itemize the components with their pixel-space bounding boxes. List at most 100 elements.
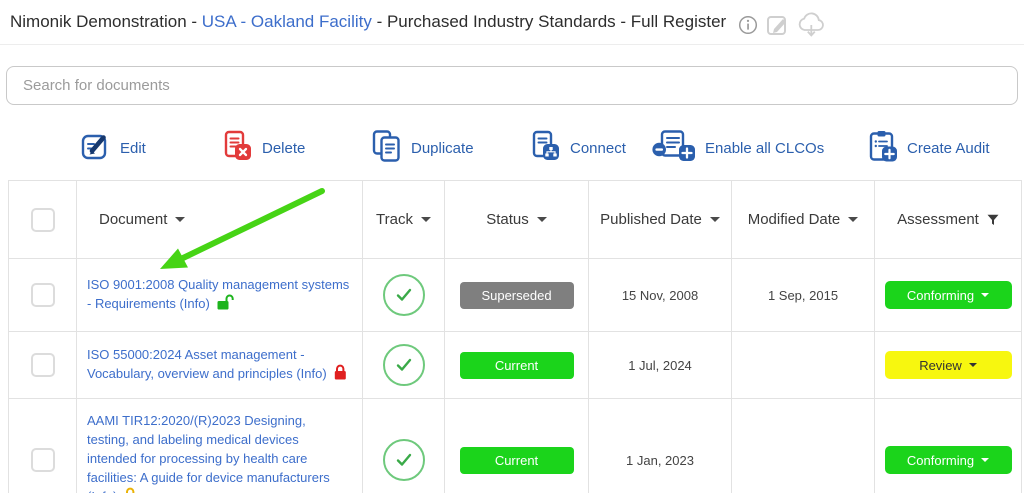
assessment-cell: Review bbox=[875, 332, 1021, 399]
connect-button-label: Connect bbox=[570, 139, 626, 157]
track-check-icon bbox=[382, 344, 425, 386]
edit-icon[interactable] bbox=[765, 13, 789, 37]
status-cell: Current bbox=[445, 399, 589, 493]
edit-button-label: Edit bbox=[120, 139, 146, 157]
column-header-document[interactable]: Document bbox=[77, 181, 363, 259]
document-cell: ISO 55000:2024 Asset management - Vocabu… bbox=[77, 332, 363, 399]
column-label: Modified Date bbox=[747, 211, 841, 228]
info-icon[interactable] bbox=[738, 15, 758, 35]
cloud-download-icon[interactable] bbox=[796, 12, 828, 38]
title-action-icons bbox=[738, 12, 828, 38]
header-checkbox-cell bbox=[9, 181, 77, 259]
assessment-dropdown[interactable]: Review bbox=[884, 351, 1012, 379]
locked-yellow-icon bbox=[123, 487, 138, 493]
table-row: ISO 55000:2024 Asset management - Vocabu… bbox=[9, 332, 1021, 399]
duplicate-button-label: Duplicate bbox=[411, 139, 474, 157]
locked-red-icon bbox=[333, 364, 348, 386]
document-link[interactable]: ISO 9001:2008 Quality management systems… bbox=[87, 276, 350, 311]
column-label: Published Date bbox=[600, 211, 702, 228]
column-header-status[interactable]: Status bbox=[445, 181, 589, 259]
status-cell: Current bbox=[445, 332, 589, 399]
document-cell: AAMI TIR12:2020/(R)2023 Designing, testi… bbox=[77, 399, 363, 493]
sort-caret-icon bbox=[175, 217, 186, 222]
title-link-oakland-facility[interactable]: Oakland Facility bbox=[250, 12, 372, 31]
assessment-label: Conforming bbox=[906, 287, 975, 303]
table-row: AAMI TIR12:2020/(R)2023 Designing, testi… bbox=[9, 399, 1021, 493]
duplicate-document-icon bbox=[370, 129, 403, 168]
track-cell bbox=[363, 399, 445, 493]
dropdown-caret-icon bbox=[968, 363, 977, 367]
assessment-dropdown[interactable]: Conforming bbox=[884, 446, 1012, 474]
dropdown-caret-icon bbox=[981, 458, 990, 462]
row-checkbox[interactable] bbox=[30, 283, 55, 307]
sort-caret-icon bbox=[420, 217, 431, 222]
track-check-icon bbox=[382, 439, 425, 481]
status-badge: Current bbox=[459, 446, 574, 474]
select-all-checkbox[interactable] bbox=[30, 207, 55, 232]
table-row: ISO 9001:2008 Quality management systems… bbox=[9, 259, 1021, 332]
assessment-label: Review bbox=[919, 357, 962, 373]
modified-date: 1 Sep, 2015 bbox=[767, 287, 839, 303]
column-header-track[interactable]: Track bbox=[363, 181, 445, 259]
column-header-assessment[interactable]: Assessment bbox=[875, 181, 1021, 259]
title-part1: Nimonik Demonstration - bbox=[10, 12, 202, 31]
create-audit-button-label: Create Audit bbox=[907, 139, 990, 157]
assessment-cell: Conforming bbox=[875, 259, 1021, 332]
published-date: 1 Jul, 2024 bbox=[628, 357, 692, 373]
documents-table: Document Track Status Published Date Mod… bbox=[8, 180, 1022, 493]
row-checkbox[interactable] bbox=[30, 353, 55, 377]
published-date-cell: 15 Nov, 2008 bbox=[589, 259, 732, 332]
connect-document-icon bbox=[530, 129, 562, 168]
status-cell: Superseded bbox=[445, 259, 589, 332]
table-header-row: Document Track Status Published Date Mod… bbox=[9, 181, 1021, 259]
column-label: Document bbox=[99, 211, 168, 228]
published-date: 15 Nov, 2008 bbox=[621, 287, 699, 303]
create-audit-icon bbox=[866, 129, 899, 168]
enable-all-clcos-button[interactable]: Enable all CLCOs bbox=[652, 126, 824, 170]
column-header-published-date[interactable]: Published Date bbox=[589, 181, 732, 259]
unlocked-green-icon bbox=[216, 294, 234, 316]
sort-caret-icon bbox=[536, 217, 547, 222]
page-title: Nimonik Demonstration - USA - Oakland Fa… bbox=[10, 10, 726, 34]
connect-button[interactable]: Connect bbox=[530, 126, 626, 170]
search-input[interactable] bbox=[6, 66, 1018, 105]
track-cell bbox=[363, 332, 445, 399]
document-link[interactable]: ISO 55000:2024 Asset management - Vocabu… bbox=[87, 346, 327, 381]
duplicate-button[interactable]: Duplicate bbox=[370, 126, 474, 170]
delete-document-icon bbox=[222, 129, 254, 168]
assessment-label: Conforming bbox=[906, 452, 975, 468]
modified-date-cell bbox=[732, 399, 875, 493]
document-cell: ISO 9001:2008 Quality management systems… bbox=[77, 259, 363, 332]
delete-button-label: Delete bbox=[262, 139, 306, 157]
title-separator: - bbox=[235, 12, 251, 31]
page-header: Nimonik Demonstration - USA - Oakland Fa… bbox=[0, 0, 1024, 45]
enable-all-clcos-button-label: Enable all CLCOs bbox=[705, 139, 825, 157]
dropdown-caret-icon bbox=[981, 293, 990, 297]
status-badge: Superseded bbox=[459, 281, 574, 309]
document-link[interactable]: AAMI TIR12:2020/(R)2023 Designing, testi… bbox=[87, 413, 330, 493]
enable-clcos-icon bbox=[652, 129, 697, 168]
published-date: 1 Jan, 2023 bbox=[626, 452, 694, 468]
delete-button[interactable]: Delete bbox=[222, 126, 305, 170]
column-header-modified-date[interactable]: Modified Date bbox=[732, 181, 875, 259]
toolbar: Edit Delete Duplicate Connect Enable all bbox=[0, 126, 1024, 170]
track-cell bbox=[363, 259, 445, 332]
title-part2: - Purchased Industry Standards - Full Re… bbox=[371, 12, 727, 31]
track-check-icon bbox=[382, 274, 425, 316]
edit-document-icon bbox=[78, 129, 112, 168]
sort-caret-icon bbox=[709, 217, 720, 222]
assessment-dropdown[interactable]: Conforming bbox=[884, 281, 1012, 309]
title-link-usa[interactable]: USA bbox=[201, 12, 236, 31]
modified-date-cell bbox=[732, 332, 875, 399]
column-label: Assessment bbox=[897, 211, 979, 228]
modified-date-cell: 1 Sep, 2015 bbox=[732, 259, 875, 332]
column-label: Status bbox=[486, 211, 529, 228]
create-audit-button[interactable]: Create Audit bbox=[866, 126, 990, 170]
row-checkbox[interactable] bbox=[30, 448, 55, 472]
published-date-cell: 1 Jul, 2024 bbox=[589, 332, 732, 399]
column-label: Track bbox=[376, 211, 413, 228]
status-badge: Current bbox=[459, 351, 574, 379]
sort-caret-icon bbox=[848, 217, 859, 222]
assessment-cell: Conforming bbox=[875, 399, 1021, 493]
edit-button[interactable]: Edit bbox=[78, 126, 146, 170]
